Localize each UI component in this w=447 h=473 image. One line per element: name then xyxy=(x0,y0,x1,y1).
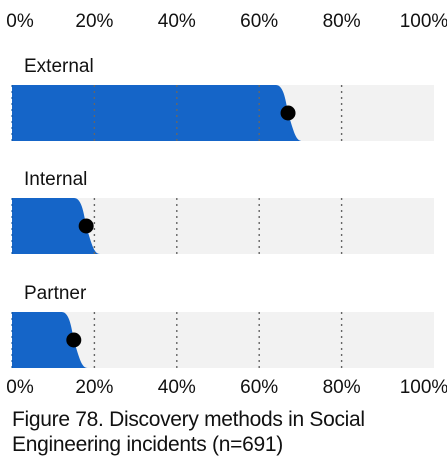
x-tick-label-top-0: 0% xyxy=(6,11,34,32)
discovery-methods-chart: 0% 0% 20% 20% 40% 40% 60% 60% 80% 80% 100% 100% Exte… xyxy=(6,11,447,398)
bar-partner xyxy=(12,312,88,368)
x-tick-label-top-5: 100% xyxy=(400,11,447,32)
x-tick-label-top-2: 40% xyxy=(158,11,196,32)
x-tick-label-bottom-2: 40% xyxy=(158,377,196,398)
x-tick-label-bottom-4: 80% xyxy=(323,377,361,398)
figure-caption: Figure 78. Discovery methods in Social E… xyxy=(12,407,442,457)
bar-internal xyxy=(12,198,101,254)
point-internal xyxy=(78,218,94,234)
x-tick-label-bottom-3: 60% xyxy=(240,377,278,398)
x-tick-label-top-1: 20% xyxy=(75,11,113,32)
caption-line-1: Figure 78. Discovery methods in Social xyxy=(12,408,365,431)
x-tick-label-bottom-1: 20% xyxy=(75,377,113,398)
category-label-2: Partner xyxy=(24,283,87,304)
point-external xyxy=(280,105,296,121)
x-tick-label-bottom-5: 100% xyxy=(400,377,447,398)
caption-line-2: Engineering incidents (n=691) xyxy=(12,433,283,456)
x-tick-label-top-3: 60% xyxy=(240,11,278,32)
category-label-1: Internal xyxy=(24,169,87,190)
point-partner xyxy=(66,332,82,348)
category-label-0: External xyxy=(24,56,94,77)
bar-external xyxy=(12,85,303,141)
x-tick-label-top-4: 80% xyxy=(323,11,361,32)
bar-track-2 xyxy=(12,312,434,368)
x-tick-label-bottom-0: 0% xyxy=(6,377,34,398)
